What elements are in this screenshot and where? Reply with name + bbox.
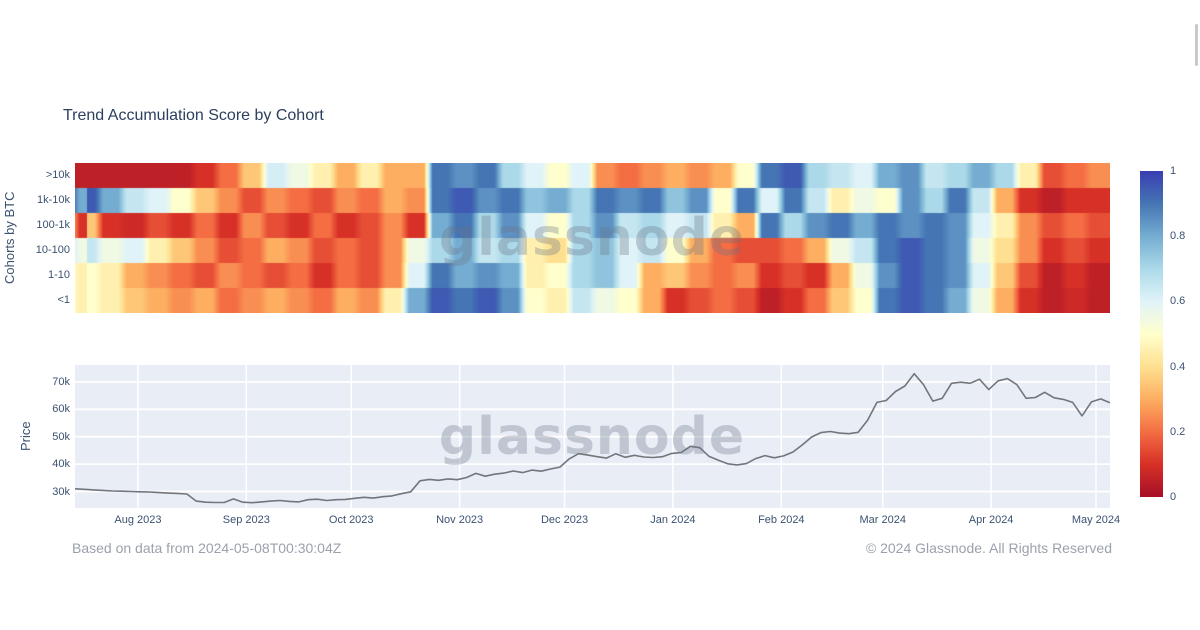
x-axis-tick-label: May 2024 (1071, 514, 1121, 526)
heatmap-plot[interactable] (75, 163, 1110, 313)
colorbar-tick-label: 0.6 (1170, 295, 1186, 308)
price-y-tick-label: 40k (52, 458, 70, 471)
page-title: Trend Accumulation Score by Cohort (63, 107, 324, 124)
heatmap-row-label: 1k-10k (36, 194, 70, 206)
price-y-tick-label: 30k (52, 485, 70, 498)
x-axis-tick-label: Aug 2023 (114, 514, 162, 526)
colorbar (1140, 171, 1163, 497)
x-axis-tick-label: Jan 2024 (650, 514, 696, 526)
x-axis-tick-label: Mar 2024 (859, 514, 906, 526)
x-axis-tick-label: Apr 2024 (968, 514, 1014, 526)
x-axis-tick-label: Nov 2023 (436, 514, 484, 526)
x-axis-tick-label: Dec 2023 (540, 514, 589, 526)
x-axis-tick-label: Feb 2024 (758, 514, 805, 526)
colorbar-tick-label: 0 (1170, 491, 1177, 503)
price-y-tick-label: 70k (52, 375, 70, 388)
btc-price-line (75, 372, 1110, 504)
scrollbar[interactable] (1195, 24, 1198, 66)
heatmap-row-label: >10k (45, 169, 70, 181)
price-y-tick-label: 50k (52, 430, 70, 443)
heatmap-row-label: 100-1k (36, 219, 70, 231)
x-axis-tick-label: Sep 2023 (222, 514, 270, 526)
heatmap-row-label: 10-100 (35, 244, 70, 256)
heatmap-row-label: <1 (57, 294, 70, 306)
colorbar-tick-label: 0.8 (1170, 230, 1186, 243)
price-plot[interactable] (75, 365, 1110, 508)
colorbar-tick-label: 0.2 (1170, 425, 1186, 438)
colorbar-tick-label: 0.4 (1170, 360, 1186, 373)
x-axis-tick-label: Oct 2023 (328, 514, 374, 526)
price-y-tick-label: 60k (52, 403, 70, 416)
colorbar-tick-label: 1 (1170, 165, 1177, 177)
copyright-notice: © 2024 Glassnode. All Rights Reserved (865, 540, 1112, 556)
heatmap-row-label: 1-10 (47, 269, 70, 281)
data-timestamp-note: Based on data from 2024-05-08T00:30:04Z (72, 540, 342, 556)
